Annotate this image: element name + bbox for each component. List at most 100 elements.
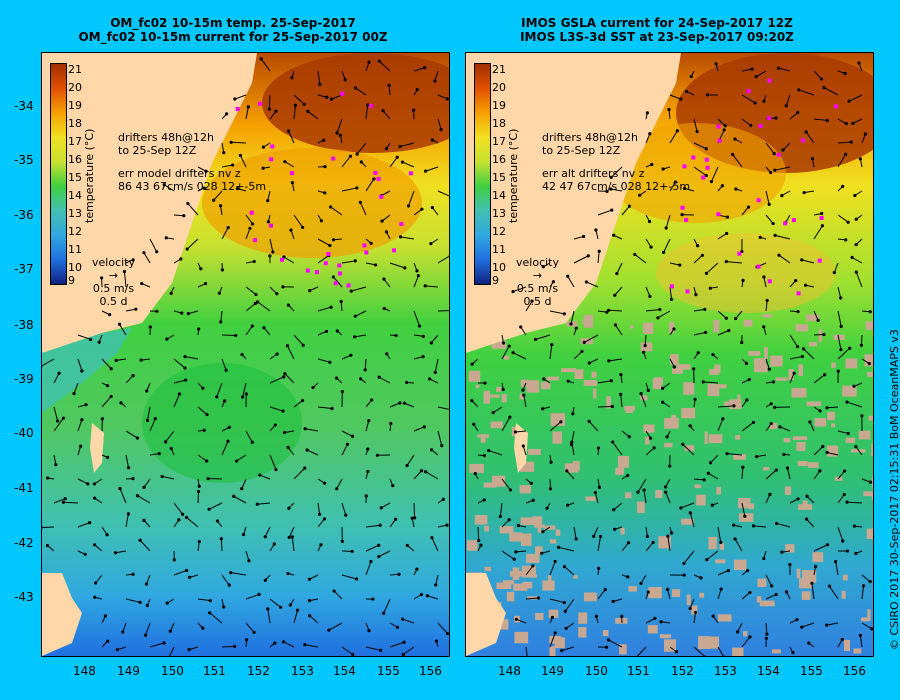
current-arrow-head bbox=[684, 89, 689, 94]
lon-tick-left-155: 155 bbox=[377, 664, 400, 678]
current-arrow-head bbox=[566, 379, 570, 383]
current-arrow-head bbox=[350, 434, 355, 438]
current-arrow bbox=[501, 416, 511, 432]
current-arrow bbox=[835, 561, 839, 576]
current-arrow bbox=[645, 447, 655, 456]
current-arrow bbox=[245, 430, 253, 443]
current-arrow bbox=[125, 598, 141, 603]
current-arrow-head bbox=[402, 640, 406, 644]
current-arrow-head bbox=[609, 187, 613, 191]
left-err-line1: err model drifters nv z bbox=[118, 167, 241, 180]
left-colorbar-title: temperature (°C) bbox=[83, 128, 96, 223]
current-arrow-head bbox=[226, 225, 230, 230]
current-arrow-head bbox=[626, 575, 630, 579]
current-arrow-head bbox=[279, 605, 283, 609]
current-arrow bbox=[293, 105, 296, 120]
lat-tick--35: -35 bbox=[14, 153, 34, 167]
current-arrow bbox=[245, 622, 255, 633]
drifter-marker bbox=[705, 165, 710, 170]
current-arrow bbox=[123, 271, 127, 288]
current-arrow-head bbox=[323, 191, 327, 195]
drifter-marker bbox=[791, 218, 796, 223]
no-data-patch bbox=[519, 393, 525, 400]
no-data-patch bbox=[737, 394, 741, 403]
current-arrow-head bbox=[244, 638, 249, 642]
current-arrow-head bbox=[377, 555, 381, 559]
current-arrow-head bbox=[179, 257, 183, 261]
drifter-marker bbox=[704, 157, 709, 162]
current-arrow-head bbox=[54, 462, 58, 467]
current-arrow-head bbox=[287, 506, 291, 510]
current-arrow bbox=[717, 526, 722, 543]
no-data-patch bbox=[681, 407, 696, 419]
current-arrow bbox=[304, 644, 319, 648]
current-arrow-head bbox=[854, 445, 858, 449]
current-arrow-head bbox=[115, 648, 119, 652]
current-arrow bbox=[741, 118, 752, 126]
no-data-patch bbox=[831, 362, 836, 368]
current-arrow bbox=[593, 526, 599, 537]
no-data-patch bbox=[753, 358, 766, 367]
current-arrow-head bbox=[748, 635, 752, 639]
current-arrow-head bbox=[445, 97, 449, 101]
current-arrow bbox=[693, 254, 703, 264]
current-arrow-head bbox=[650, 162, 654, 167]
current-arrow bbox=[645, 286, 651, 297]
current-arrow-head bbox=[705, 93, 710, 97]
current-arrow bbox=[665, 214, 671, 229]
no-data-patch bbox=[814, 418, 827, 427]
current-arrow-head bbox=[415, 269, 419, 273]
current-arrow bbox=[208, 502, 223, 510]
current-arrow bbox=[693, 478, 705, 481]
current-arrow-head bbox=[290, 76, 294, 80]
current-arrow bbox=[430, 334, 439, 344]
left-cb-20: 20 bbox=[68, 81, 82, 94]
current-arrow-head bbox=[282, 255, 286, 259]
current-arrow-head bbox=[659, 620, 663, 624]
current-arrow bbox=[855, 271, 863, 288]
current-arrow-head bbox=[138, 600, 142, 604]
current-arrow-head bbox=[377, 59, 382, 63]
current-arrow-head bbox=[405, 463, 409, 468]
right-warm-eddy bbox=[606, 123, 786, 223]
current-arrow-head bbox=[56, 419, 60, 423]
current-arrow-head bbox=[570, 440, 574, 444]
current-arrow-head bbox=[519, 325, 523, 329]
current-arrow-head bbox=[777, 253, 781, 257]
no-data-patch bbox=[867, 609, 871, 621]
no-data-patch bbox=[841, 590, 846, 599]
current-arrow bbox=[287, 345, 295, 360]
no-data-patch bbox=[643, 424, 655, 433]
current-arrow bbox=[406, 454, 415, 466]
current-arrow-head bbox=[594, 228, 598, 232]
current-arrow-head bbox=[814, 564, 818, 568]
current-arrow-head bbox=[860, 414, 864, 418]
current-arrow-head bbox=[839, 296, 843, 300]
current-arrow-head bbox=[651, 540, 655, 545]
current-arrow bbox=[257, 502, 271, 505]
current-arrow-head bbox=[611, 440, 615, 444]
current-arrow bbox=[669, 181, 676, 192]
current-arrow bbox=[855, 446, 863, 456]
no-data-patch bbox=[795, 324, 809, 332]
current-arrow-head bbox=[479, 543, 483, 547]
current-arrow bbox=[525, 597, 539, 600]
current-arrow bbox=[645, 133, 651, 144]
current-arrow-head bbox=[255, 502, 259, 506]
current-arrow-head bbox=[669, 531, 674, 535]
current-arrow bbox=[403, 646, 415, 655]
drifter-marker bbox=[669, 284, 674, 289]
current-arrow-head bbox=[306, 109, 310, 113]
current-arrow bbox=[77, 419, 83, 432]
current-arrow-head bbox=[745, 398, 749, 402]
current-arrow-head bbox=[541, 407, 545, 411]
no-data-patch bbox=[640, 395, 648, 401]
no-data-patch bbox=[719, 543, 725, 550]
current-arrow bbox=[245, 303, 256, 312]
current-arrow-head bbox=[145, 418, 150, 423]
current-arrow-head bbox=[751, 420, 756, 424]
no-data-patch bbox=[792, 436, 808, 441]
current-arrow-head bbox=[45, 476, 50, 480]
current-arrow-head bbox=[731, 152, 735, 157]
current-arrow-head bbox=[122, 269, 127, 274]
